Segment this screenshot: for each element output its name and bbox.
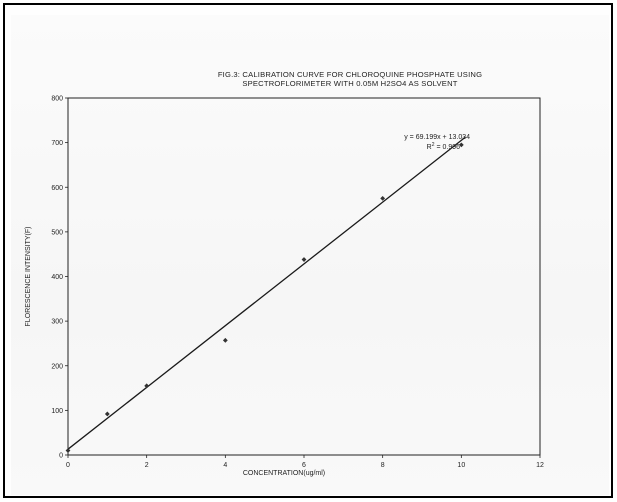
y-tick-label: 500	[51, 229, 63, 236]
data-point	[104, 411, 110, 417]
r-squared-label: R2 = 0.996	[427, 142, 460, 151]
data-point	[65, 448, 71, 453]
chart-title-line-2: SPECTROFLORIMETER WITH 0.05M H2SO4 AS SO…	[242, 79, 458, 88]
data-point	[144, 383, 150, 389]
axis-ticks: 0 2 4 6 8 10 12 0 100 200 300 400 500 600 700 800	[51, 96, 544, 470]
y-tick-label: 0	[59, 453, 63, 460]
y-tick-label: 600	[51, 185, 63, 192]
y-tick-label: 700	[51, 140, 63, 147]
data-point	[301, 257, 307, 262]
x-tick-label: 2	[145, 462, 149, 469]
y-tick-label: 800	[51, 96, 63, 103]
x-tick-label: 10	[457, 462, 465, 469]
chart-title-line-1: FIG.3: CALIBRATION CURVE FOR CHLOROQUINE…	[217, 70, 483, 79]
x-tick-label: 4	[223, 462, 227, 469]
data-point	[380, 196, 386, 201]
x-tick-label: 0	[66, 462, 70, 469]
r-squared-symbol: R	[427, 144, 432, 151]
y-tick-label: 200	[51, 363, 63, 370]
x-axis-label: CONCENTRATION(ug/ml)	[243, 470, 325, 477]
r-squared-superscript: 2	[432, 142, 435, 148]
trendline-equation: y = 69.199x + 13.034	[404, 134, 470, 141]
trendline	[67, 136, 466, 450]
x-tick-label: 8	[381, 462, 385, 469]
y-tick-label: 100	[51, 408, 63, 415]
data-point	[222, 337, 228, 343]
data-point	[458, 142, 464, 148]
r-squared-value: = 0.996	[435, 144, 461, 151]
plot-area	[67, 97, 541, 456]
y-axis-label: FLORESCENCE INTENSITY(F)	[25, 227, 32, 327]
plot-border	[67, 97, 541, 456]
chart-title: FIG.3: CALIBRATION CURVE FOR CHLOROQUINE…	[130, 70, 570, 88]
y-tick-label: 400	[51, 274, 63, 281]
x-tick-label: 6	[302, 462, 306, 469]
x-tick-label: 12	[536, 462, 544, 469]
y-tick-label: 300	[51, 319, 63, 326]
data-points	[65, 136, 466, 453]
